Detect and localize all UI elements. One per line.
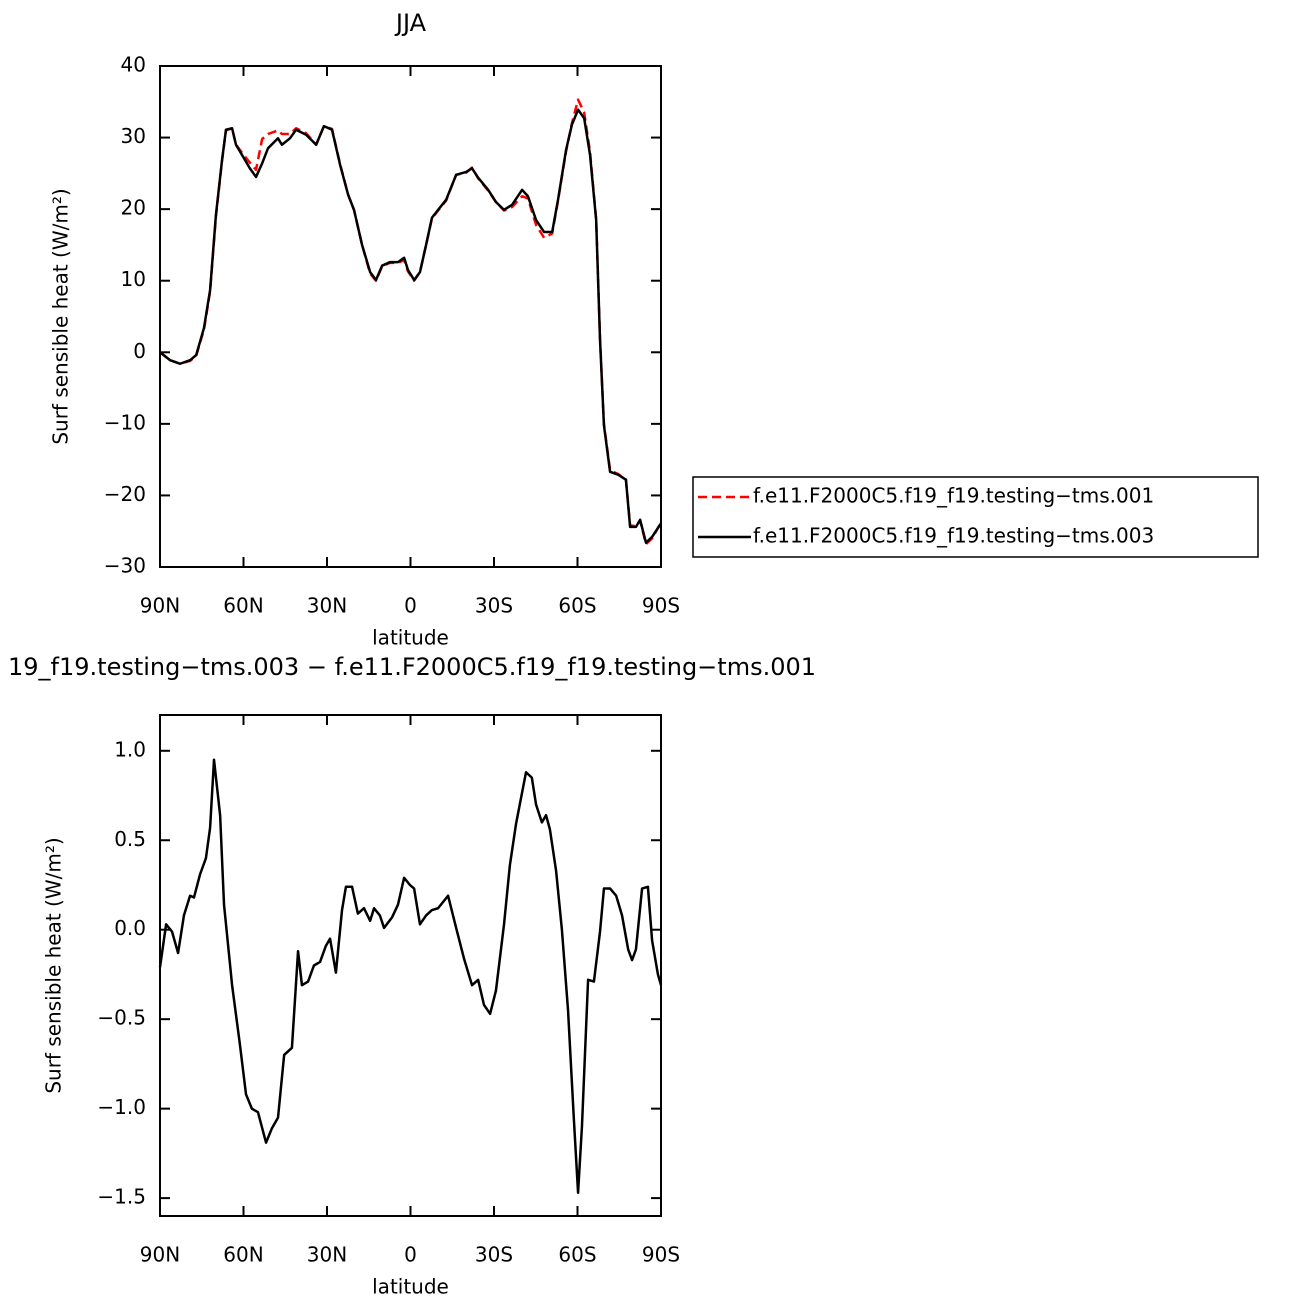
- x-tick-label: 0: [404, 594, 417, 618]
- y-tick-label: −10: [104, 410, 146, 434]
- y-tick-label: 30: [121, 124, 146, 148]
- y-tick-label: 10: [121, 267, 146, 291]
- x-tick-label: 60N: [223, 1243, 263, 1267]
- data-line: [159, 108, 663, 544]
- y-axis-label: Surf sensible heat (W/m²): [49, 188, 73, 444]
- y-tick-label: −1.5: [97, 1185, 146, 1209]
- chart-title: 19_f19.testing−tms.003 − f.e11.F2000C5.f…: [8, 653, 816, 681]
- chart-title: JJA: [394, 9, 427, 37]
- plot-frame: [159, 714, 662, 1217]
- y-tick-label: 0: [133, 339, 146, 363]
- x-tick-label: 30N: [307, 594, 347, 618]
- x-tick-label: 60S: [558, 1243, 596, 1267]
- y-tick-label: 1.0: [114, 737, 146, 761]
- legend-box: [692, 476, 1259, 558]
- x-tick-label: 30S: [475, 594, 513, 618]
- data-line: [159, 98, 663, 546]
- x-tick-label: 90S: [642, 1243, 680, 1267]
- y-tick-label: −30: [104, 554, 146, 578]
- x-axis-label: latitude: [372, 626, 449, 650]
- data-line: [158, 758, 663, 1194]
- y-tick-label: −0.5: [97, 1006, 146, 1030]
- y-tick-label: −1.0: [97, 1095, 146, 1119]
- y-tick-label: −20: [104, 482, 146, 506]
- x-axis-label: latitude: [372, 1275, 449, 1299]
- y-axis-label: Surf sensible heat (W/m²): [42, 837, 66, 1093]
- x-tick-label: 60S: [558, 594, 596, 618]
- y-tick-label: 0.5: [114, 827, 146, 851]
- legend-label: f.e11.F2000C5.f19_f19.testing−tms.003: [753, 524, 1154, 548]
- x-tick-label: 90N: [140, 594, 180, 618]
- y-tick-label: 40: [121, 53, 146, 77]
- x-tick-label: 90S: [642, 594, 680, 618]
- y-tick-label: 20: [121, 196, 146, 220]
- x-tick-label: 30N: [307, 1243, 347, 1267]
- legend-label: f.e11.F2000C5.f19_f19.testing−tms.001: [753, 484, 1154, 508]
- y-tick-label: 0.0: [114, 916, 146, 940]
- x-tick-label: 0: [404, 1243, 417, 1267]
- x-tick-label: 60N: [223, 594, 263, 618]
- x-tick-label: 30S: [475, 1243, 513, 1267]
- x-tick-label: 90N: [140, 1243, 180, 1267]
